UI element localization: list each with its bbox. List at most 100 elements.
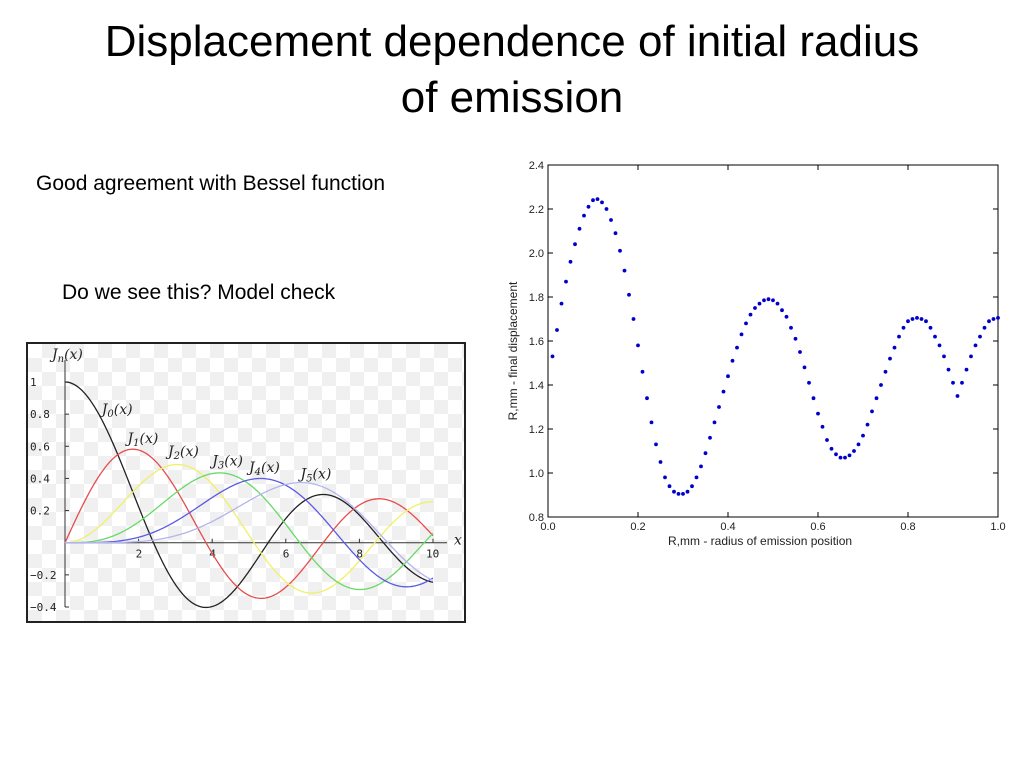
- checker-cell: [392, 512, 406, 526]
- bessel-y-tick-label: 1: [30, 376, 37, 389]
- checker-cell: [322, 596, 336, 610]
- checker-cell: [182, 498, 196, 512]
- checker-cell: [84, 568, 98, 582]
- checker-cell: [112, 400, 126, 414]
- checker-cell: [336, 484, 350, 498]
- checker-cell: [336, 358, 350, 372]
- checker-cell: [98, 470, 112, 484]
- checker-cell: [364, 372, 378, 386]
- checker-cell: [70, 512, 84, 526]
- checker-cell: [308, 596, 322, 610]
- data-point: [933, 334, 937, 339]
- checker-cell: [126, 344, 140, 358]
- x-tick-label: 0.4: [720, 521, 735, 533]
- checker-cell: [140, 568, 154, 582]
- checker-cell: [42, 400, 56, 414]
- data-point: [789, 325, 793, 330]
- checker-cell: [98, 428, 112, 442]
- checker-cell: [280, 582, 294, 596]
- checker-cell: [28, 526, 42, 540]
- bessel-y-tick-label: −0.2: [30, 569, 57, 582]
- data-point: [955, 394, 960, 398]
- checker-cell: [462, 442, 464, 456]
- checker-cell: [224, 540, 238, 554]
- checker-cell: [322, 456, 336, 470]
- checker-cell: [406, 344, 420, 358]
- checker-cell: [238, 554, 252, 568]
- data-point: [703, 451, 708, 456]
- checker-cell: [210, 568, 224, 582]
- data-point: [879, 383, 883, 387]
- checker-cell: [420, 498, 434, 512]
- y-tick-label: 2.0: [529, 248, 544, 260]
- data-point: [861, 433, 865, 438]
- checker-cell: [84, 386, 98, 400]
- checker-cell: [84, 428, 98, 442]
- checker-cell: [406, 512, 420, 526]
- model-check-note: Do we see this? Model check: [62, 281, 336, 304]
- data-point: [676, 492, 681, 496]
- checker-cell: [84, 498, 98, 512]
- checker-cell: [406, 372, 420, 386]
- data-point: [856, 442, 861, 447]
- checker-cell: [308, 344, 322, 358]
- checker-cell: [182, 414, 196, 428]
- checker-cell: [140, 344, 154, 358]
- data-point: [937, 343, 942, 348]
- checker-cell: [364, 386, 378, 400]
- checker-cell: [210, 526, 224, 540]
- checker-cell: [168, 526, 182, 540]
- checker-cell: [70, 610, 84, 621]
- checker-cell: [28, 498, 42, 512]
- checker-cell: [266, 358, 280, 372]
- checker-cell: [420, 414, 434, 428]
- checker-cell: [406, 400, 420, 414]
- checker-cell: [238, 610, 252, 621]
- checker-cell: [56, 386, 70, 400]
- checker-cell: [448, 512, 462, 526]
- data-point: [564, 279, 568, 284]
- y-tick-label: 1.2: [529, 424, 544, 436]
- checker-cell: [308, 582, 322, 596]
- checker-cell: [434, 358, 448, 372]
- checker-cell: [294, 526, 308, 540]
- x-tick-label: 0.8: [900, 521, 915, 533]
- data-point: [694, 475, 699, 480]
- checker-cell: [448, 386, 462, 400]
- checker-cell: [420, 582, 434, 596]
- checker-cell: [280, 414, 294, 428]
- checker-cell: [448, 582, 462, 596]
- checker-cell: [266, 498, 280, 512]
- checker-cell: [392, 568, 406, 582]
- checker-cell: [126, 582, 140, 596]
- checker-cell: [238, 386, 252, 400]
- checker-cell: [280, 512, 294, 526]
- checker-cell: [280, 400, 294, 414]
- checker-cell: [252, 484, 266, 498]
- checker-cell: [266, 456, 280, 470]
- checker-cell: [56, 526, 70, 540]
- checker-cell: [336, 344, 350, 358]
- data-point: [586, 204, 591, 209]
- checker-cell: [56, 358, 70, 372]
- checker-cell: [294, 386, 308, 400]
- data-point: [798, 350, 802, 354]
- checker-cell: [84, 582, 98, 596]
- checker-cell: [238, 372, 252, 386]
- checker-cell: [252, 344, 266, 358]
- data-point: [924, 319, 928, 324]
- checker-cell: [392, 400, 406, 414]
- checker-cell: [42, 344, 56, 358]
- checker-cell: [98, 526, 112, 540]
- data-point: [640, 369, 645, 374]
- checker-cell: [406, 442, 420, 456]
- checker-cell: [434, 386, 448, 400]
- data-point: [721, 389, 726, 394]
- checker-cell: [224, 428, 238, 442]
- checker-cell: [98, 414, 112, 428]
- checker-cell: [350, 344, 364, 358]
- data-point: [825, 438, 829, 442]
- checker-cell: [420, 344, 434, 358]
- checker-cell: [252, 596, 266, 610]
- checker-cell: [28, 540, 42, 554]
